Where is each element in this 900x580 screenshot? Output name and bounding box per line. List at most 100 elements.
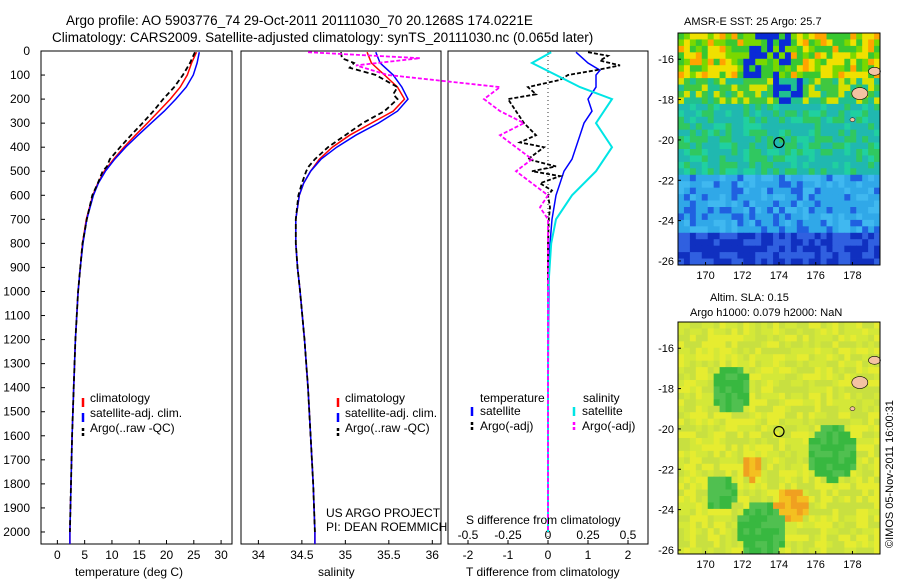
map-cell bbox=[713, 457, 720, 465]
map-cell bbox=[850, 168, 857, 176]
salinity-axes-frame bbox=[240, 50, 442, 545]
map-cell bbox=[731, 450, 738, 458]
map-cell bbox=[701, 502, 709, 510]
map-cell bbox=[749, 412, 756, 420]
map-cell bbox=[838, 328, 845, 336]
map-cell bbox=[784, 239, 792, 247]
map-cell bbox=[719, 386, 726, 394]
temp-tick-label: 30 bbox=[214, 548, 228, 562]
map-cell bbox=[844, 187, 851, 195]
map-cell bbox=[749, 431, 756, 439]
map-cell bbox=[874, 91, 881, 98]
map-cell bbox=[701, 328, 709, 336]
map-cell bbox=[856, 71, 863, 79]
map-cell bbox=[767, 155, 774, 163]
series-temperature-satellite bbox=[547, 51, 602, 532]
map-cell bbox=[707, 136, 715, 143]
map-cell bbox=[755, 508, 762, 516]
map-cell bbox=[856, 123, 863, 131]
map-cell bbox=[814, 405, 821, 413]
map-cell bbox=[802, 334, 810, 342]
map-cell bbox=[814, 129, 821, 137]
map-cell bbox=[773, 239, 780, 247]
map-cell bbox=[862, 239, 869, 247]
map-cell bbox=[719, 219, 726, 227]
map-cell bbox=[862, 45, 869, 53]
map-cell bbox=[773, 463, 780, 471]
map-cell bbox=[874, 258, 881, 266]
map-cell bbox=[826, 547, 833, 555]
map-cell bbox=[678, 78, 685, 85]
map-cell bbox=[695, 470, 703, 478]
map-cell bbox=[695, 123, 703, 131]
map-cell bbox=[844, 213, 851, 221]
map-cell bbox=[725, 412, 732, 420]
map-cell bbox=[755, 354, 762, 362]
map-cell bbox=[779, 347, 786, 355]
map-cell bbox=[850, 45, 857, 53]
map-cell bbox=[796, 322, 804, 329]
map-cell bbox=[773, 226, 780, 234]
map-cell bbox=[850, 463, 857, 471]
map-cell bbox=[701, 103, 709, 111]
map-cell bbox=[695, 431, 703, 439]
map-cell bbox=[737, 161, 744, 169]
map-cell bbox=[862, 181, 869, 189]
map-cell bbox=[719, 515, 726, 523]
map-cell bbox=[838, 65, 845, 73]
map-cell bbox=[749, 239, 756, 247]
map-cell bbox=[874, 187, 881, 195]
map-cell bbox=[802, 528, 810, 536]
map-cell bbox=[814, 444, 821, 452]
map-cell bbox=[683, 392, 691, 400]
map-cell bbox=[707, 322, 715, 329]
salinity-panel: 34 34.5 35 35.5 36 salinity climatology sate… bbox=[240, 50, 447, 579]
map-cell bbox=[707, 515, 715, 523]
map-cell bbox=[725, 547, 732, 555]
map-cell bbox=[767, 194, 774, 201]
map-cell bbox=[790, 463, 798, 471]
map-cell bbox=[743, 347, 750, 355]
map-cell bbox=[737, 226, 744, 234]
map-cell bbox=[814, 425, 821, 432]
map-cell bbox=[838, 470, 845, 478]
map-cell bbox=[796, 194, 804, 201]
map-cell bbox=[820, 245, 827, 253]
map-cell bbox=[820, 425, 827, 432]
map-cell bbox=[678, 412, 685, 420]
map-cell bbox=[856, 328, 863, 336]
map-cell bbox=[856, 219, 863, 227]
map-cell bbox=[737, 463, 744, 471]
map-cell bbox=[814, 380, 821, 387]
map-cell bbox=[773, 174, 780, 182]
map-cell bbox=[707, 347, 715, 355]
map-cell bbox=[737, 431, 744, 439]
map-cell bbox=[737, 457, 744, 465]
map-cell bbox=[719, 110, 726, 118]
map-cell bbox=[814, 136, 821, 143]
map-cell bbox=[784, 483, 792, 490]
map-cell bbox=[678, 392, 685, 400]
map-cell bbox=[695, 136, 703, 143]
map-cell bbox=[755, 521, 762, 529]
map-cell bbox=[826, 226, 833, 234]
map-cell bbox=[719, 142, 726, 150]
map-cell bbox=[868, 91, 875, 98]
map-cell bbox=[814, 239, 821, 247]
map-cell bbox=[689, 521, 697, 529]
map-cell bbox=[790, 239, 798, 247]
map-cell bbox=[784, 470, 792, 478]
map-cell bbox=[737, 418, 744, 426]
map-cell bbox=[784, 534, 792, 542]
map-cell bbox=[790, 219, 798, 227]
map-cell bbox=[820, 463, 827, 471]
map-cell bbox=[796, 39, 804, 47]
map-cell bbox=[678, 116, 685, 124]
map-cell bbox=[832, 174, 839, 182]
map-cell bbox=[796, 123, 804, 131]
map-cell bbox=[874, 58, 881, 66]
map-cell bbox=[701, 412, 709, 420]
map-cell bbox=[678, 252, 685, 259]
map-cell bbox=[755, 541, 762, 548]
